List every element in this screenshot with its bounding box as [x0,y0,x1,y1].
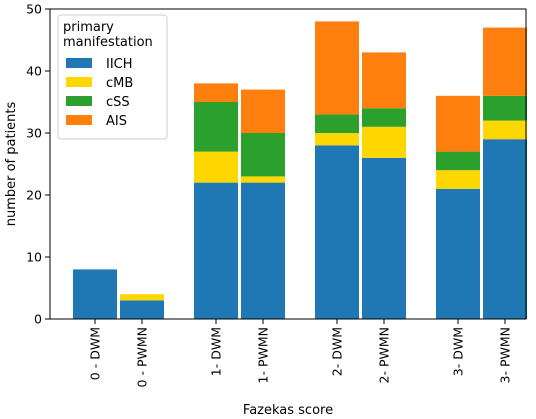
x-tick-label: 0 - DWM [88,327,103,380]
bar-iich-7 [483,139,527,319]
bar-cmb-3 [241,176,285,183]
bars-layer [73,21,527,319]
legend-swatch-cmb [66,77,92,87]
bar-ais-2 [194,83,238,102]
bar-css-4 [315,114,359,133]
y-tick-label: 50 [26,2,42,17]
bar-cmb-7 [483,120,527,140]
x-tick-label: 1- PWMN [256,327,271,383]
bar-iich-3 [241,182,285,319]
y-tick-label: 30 [26,126,42,141]
legend-title: primary [63,20,114,35]
bar-iich-5 [362,157,406,319]
legend-label-css: cSS [106,95,130,110]
y-tick-label: 40 [26,64,42,79]
legend-swatch-css [66,96,92,106]
x-tick-label: 1- DWM [209,327,224,376]
y-tick-label: 20 [26,188,42,203]
y-tick-label: 0 [34,312,42,327]
x-tick-label: 3- PWMN [498,327,513,383]
axes-layer: 0 10 20 30 40 50 0 - DWM 0 - PWMN 1- DWM 1- PWMN 2… [26,2,527,387]
bar-ais-5 [362,52,406,109]
bar-cmb-6 [436,170,480,189]
legend-swatch-iich [66,58,92,68]
bar-iich-1 [120,300,164,319]
bar-css-6 [436,151,480,171]
x-tick-label: 0 - PWMN [135,327,150,387]
legend-label-cmb: cMB [106,76,133,91]
bar-css-5 [362,108,406,127]
legend-label-ais: AIS [106,114,127,129]
bar-ais-6 [436,95,480,152]
bar-css-7 [483,95,527,121]
bar-ais-7 [483,27,527,96]
bar-cmb-4 [315,133,359,146]
legend-title: manifestation [63,35,153,50]
plot-frame [49,8,527,320]
bar-iich-6 [436,188,480,319]
bar-ais-4 [315,21,359,115]
x-tick-label: 3- DWM [451,327,466,376]
x-tick-label: 2- PWMN [377,327,392,383]
legend-box [57,14,168,140]
bar-cmb-2 [194,151,238,183]
bar-css-3 [241,133,285,177]
legend-swatch-ais [66,115,92,125]
x-axis-label: Fazekas score [243,403,333,418]
bar-iich-4 [315,145,359,319]
bar-iich-2 [194,182,238,319]
bar-cmb-1 [120,294,164,301]
bar-iich-0 [73,269,117,319]
y-tick-label: 10 [26,250,42,265]
bar-css-2 [194,102,238,152]
bar-cmb-5 [362,126,406,158]
legend-label-iich: IICH [106,57,133,72]
x-tick-label: 2- DWM [330,327,345,376]
bar-ais-3 [241,89,285,133]
y-axis-label: number of patients [4,101,19,226]
